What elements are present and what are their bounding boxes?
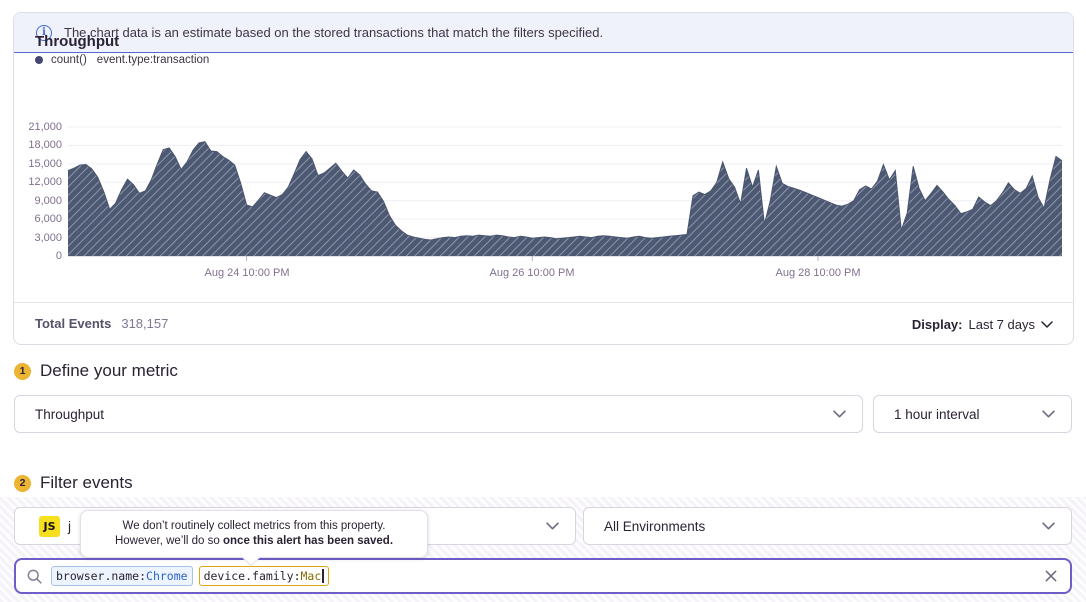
search-icon: [27, 569, 42, 584]
project-select-value: j: [68, 518, 71, 534]
step-1-badge: 1: [14, 362, 31, 380]
interval-select-value: 1 hour interval: [894, 406, 980, 422]
environment-select[interactable]: All Environments: [583, 507, 1072, 545]
section-2-title: Filter events: [40, 473, 133, 492]
metric-select[interactable]: Throughput: [14, 395, 863, 433]
y-axis-label: 15,000: [28, 158, 62, 170]
total-events: Total Events 318,157: [35, 315, 168, 333]
interval-select[interactable]: 1 hour interval: [873, 395, 1072, 433]
display-label: Display:: [911, 316, 963, 332]
clear-search-button[interactable]: [1044, 569, 1058, 583]
section-define-metric-header: 1 Define your metric: [14, 361, 178, 381]
metrics-collection-tooltip: We don’t routinely collect metrics from …: [80, 510, 428, 567]
chart-panel: i The chart data is an estimate based on…: [13, 12, 1074, 345]
x-axis-label: Aug 28 10:00 PM: [775, 267, 861, 279]
search-input[interactable]: browser.name: Chrome device.family: Mac: [14, 558, 1072, 594]
y-axis-label: 21,000: [28, 121, 62, 133]
total-events-value: 318,157: [121, 316, 169, 331]
step-2-badge: 2: [14, 474, 31, 492]
x-axis-label: Aug 24 10:00 PM: [204, 267, 290, 279]
throughput-area-chart: [67, 126, 1063, 264]
tooltip-line-2: However, we’ll do so once this alert has…: [114, 535, 394, 547]
chevron-down-icon: [1041, 320, 1053, 328]
legend-series-label: count(): [51, 54, 87, 66]
chevron-down-icon: [546, 522, 559, 530]
legend-query-label: event.type:transaction: [96, 54, 210, 66]
x-axis-label: Aug 26 10:00 PM: [489, 267, 575, 279]
info-banner: i The chart data is an estimate based on…: [14, 13, 1073, 53]
section-1-title: Define your metric: [40, 361, 178, 380]
y-axis-label: 0: [55, 250, 62, 262]
legend-series-dot-icon: [35, 56, 43, 64]
chart-legend: count() event.type:transaction: [35, 54, 209, 66]
metric-select-value: Throughput: [35, 406, 105, 422]
chevron-down-icon: [1042, 522, 1055, 530]
y-axis-label: 18,000: [28, 139, 62, 151]
info-icon: i: [36, 24, 52, 41]
y-axis-label: 12,000: [28, 176, 62, 188]
environment-select-value: All Environments: [604, 518, 706, 534]
close-icon: [1045, 570, 1057, 582]
text-cursor: [322, 569, 324, 583]
display-range-dropdown[interactable]: Display: Last 7 days: [912, 317, 1053, 332]
y-axis-label: 3,000: [34, 232, 62, 244]
chart-footer-divider: [14, 302, 1073, 303]
chevron-down-icon: [1042, 410, 1055, 418]
display-value: Last 7 days: [968, 316, 1036, 332]
chevron-down-icon: [833, 410, 846, 418]
chart-title: Throughput: [35, 33, 120, 50]
section-filter-events-header: 2 Filter events: [14, 473, 133, 493]
chart-footer: Total Events 318,157 Display: Last 7 days: [14, 303, 1073, 345]
total-events-label: Total Events: [35, 316, 112, 331]
y-axis-label: 6,000: [34, 213, 62, 225]
tooltip-line-1: We don’t routinely collect metrics from …: [122, 520, 386, 532]
search-token-browser-name[interactable]: browser.name: Chrome: [51, 566, 193, 586]
info-banner-text: The chart data is an estimate based on t…: [64, 25, 604, 40]
y-axis-label: 9,000: [34, 195, 62, 207]
javascript-platform-icon: JS: [39, 515, 60, 537]
search-token-device-family[interactable]: device.family: Mac: [198, 566, 329, 586]
